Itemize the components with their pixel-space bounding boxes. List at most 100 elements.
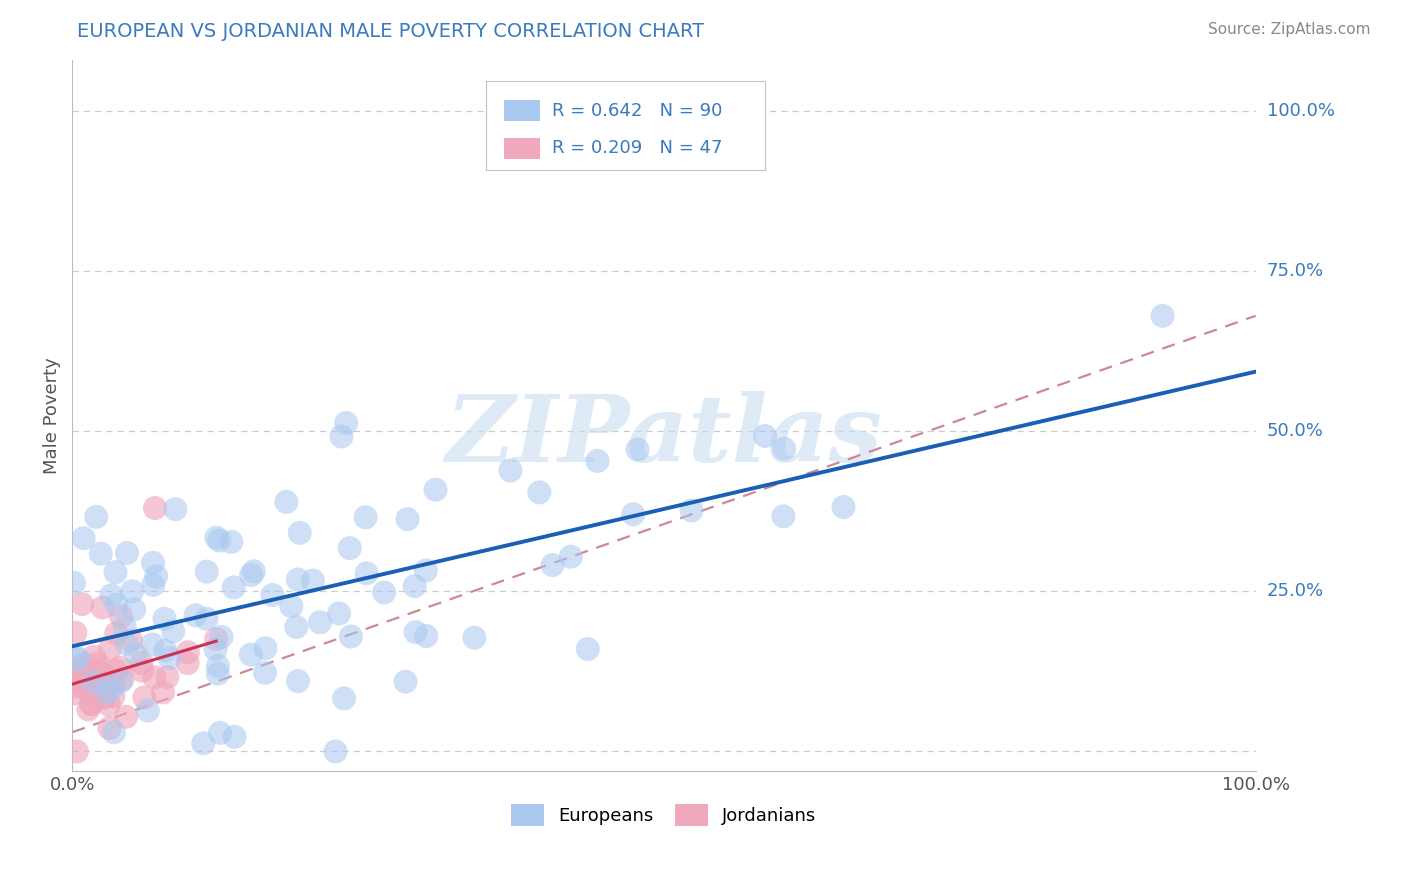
Point bbox=[330, 429, 353, 443]
Point bbox=[103, 690, 125, 704]
Point bbox=[62, 675, 84, 690]
Point bbox=[80, 679, 103, 693]
Point bbox=[89, 665, 111, 679]
Point bbox=[340, 630, 363, 644]
Point bbox=[152, 685, 174, 699]
Point bbox=[309, 615, 332, 630]
Point bbox=[104, 664, 127, 678]
Point bbox=[104, 565, 127, 579]
Point bbox=[832, 500, 855, 514]
Point bbox=[222, 581, 245, 595]
Point bbox=[254, 641, 277, 656]
Point bbox=[333, 691, 356, 706]
Point bbox=[285, 620, 308, 634]
Point bbox=[205, 531, 228, 545]
Point bbox=[195, 612, 218, 626]
Text: 25.0%: 25.0% bbox=[1267, 582, 1324, 600]
Text: 75.0%: 75.0% bbox=[1267, 262, 1324, 280]
Point bbox=[115, 710, 138, 724]
Point bbox=[239, 648, 262, 662]
Point bbox=[177, 645, 200, 659]
Point bbox=[754, 429, 776, 443]
Point bbox=[110, 609, 132, 624]
Point bbox=[62, 686, 84, 700]
Text: 100.0%: 100.0% bbox=[1267, 102, 1334, 120]
Point bbox=[339, 541, 361, 555]
Point bbox=[626, 442, 648, 457]
Point bbox=[356, 566, 378, 581]
Point bbox=[93, 690, 115, 705]
Point bbox=[125, 648, 148, 662]
Point bbox=[335, 416, 357, 430]
Point bbox=[73, 679, 96, 693]
Point bbox=[772, 509, 794, 524]
Point bbox=[65, 625, 87, 640]
Point bbox=[98, 672, 121, 686]
Point bbox=[105, 598, 128, 612]
Point bbox=[240, 568, 263, 582]
Point bbox=[87, 664, 110, 678]
Point bbox=[142, 578, 165, 592]
Point bbox=[159, 651, 181, 665]
Point bbox=[110, 674, 132, 689]
Point bbox=[205, 632, 228, 646]
Point bbox=[63, 575, 86, 590]
Point bbox=[93, 679, 115, 693]
Point bbox=[142, 556, 165, 570]
Bar bbox=[505, 100, 540, 121]
Point bbox=[415, 564, 437, 578]
Point bbox=[103, 725, 125, 739]
Legend: Europeans, Jordanians: Europeans, Jordanians bbox=[512, 804, 817, 826]
Point bbox=[165, 502, 187, 516]
Point bbox=[262, 588, 284, 602]
Point bbox=[84, 509, 107, 524]
Point bbox=[153, 643, 176, 657]
Point bbox=[276, 495, 298, 509]
Point bbox=[394, 674, 416, 689]
Point bbox=[120, 633, 142, 648]
Point bbox=[560, 549, 582, 564]
Point bbox=[122, 602, 145, 616]
Point bbox=[156, 670, 179, 684]
Point bbox=[66, 744, 89, 758]
Text: 50.0%: 50.0% bbox=[1267, 422, 1323, 440]
Point bbox=[73, 657, 96, 672]
Bar bbox=[505, 138, 540, 159]
Point bbox=[208, 726, 231, 740]
Point bbox=[91, 600, 114, 615]
Point bbox=[134, 690, 156, 705]
Point bbox=[121, 584, 143, 599]
Point bbox=[224, 730, 246, 744]
Point bbox=[354, 510, 377, 524]
Point bbox=[66, 665, 89, 680]
Point bbox=[141, 638, 163, 652]
Point bbox=[541, 558, 564, 572]
Point bbox=[325, 744, 347, 758]
Point bbox=[69, 672, 91, 686]
Point bbox=[415, 629, 437, 643]
Point bbox=[108, 661, 131, 675]
Point bbox=[80, 698, 103, 712]
Text: ZIPatlas: ZIPatlas bbox=[446, 392, 883, 482]
Point bbox=[70, 597, 93, 611]
Point bbox=[681, 503, 703, 517]
Text: Source: ZipAtlas.com: Source: ZipAtlas.com bbox=[1208, 22, 1371, 37]
Point bbox=[98, 642, 121, 657]
Point bbox=[1152, 309, 1174, 323]
Point bbox=[93, 690, 115, 705]
Point bbox=[193, 736, 215, 750]
Text: R = 0.642   N = 90: R = 0.642 N = 90 bbox=[551, 102, 721, 120]
Point bbox=[83, 649, 105, 664]
Point bbox=[115, 546, 138, 560]
Point bbox=[328, 607, 350, 621]
Point bbox=[204, 642, 226, 657]
FancyBboxPatch shape bbox=[486, 81, 765, 169]
Point bbox=[373, 585, 395, 599]
Point bbox=[280, 599, 302, 614]
Point bbox=[176, 656, 198, 670]
Point bbox=[65, 680, 87, 694]
Point bbox=[131, 664, 153, 678]
Point bbox=[145, 569, 167, 583]
Point bbox=[115, 637, 138, 651]
Point bbox=[80, 697, 103, 711]
